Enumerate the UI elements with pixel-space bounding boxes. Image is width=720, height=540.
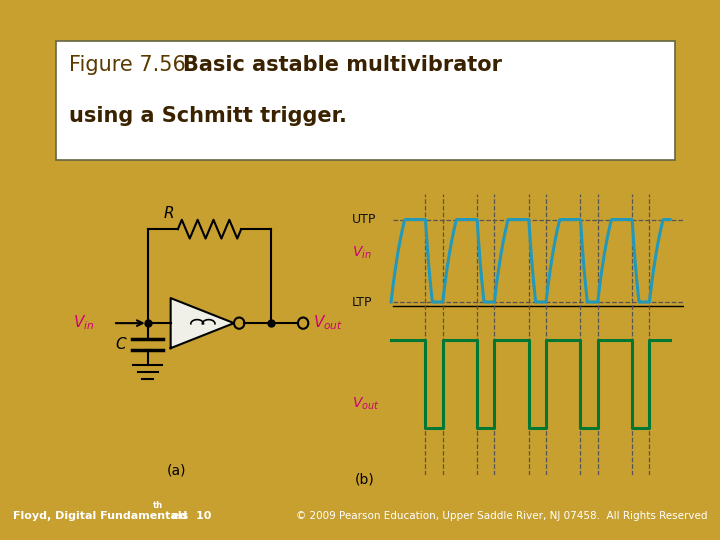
FancyBboxPatch shape xyxy=(56,42,675,160)
Text: UTP: UTP xyxy=(352,213,377,226)
Polygon shape xyxy=(171,298,234,348)
Text: Basic astable multivibrator: Basic astable multivibrator xyxy=(183,55,502,75)
Text: $V_{out}$: $V_{out}$ xyxy=(352,395,379,412)
Text: using a Schmitt trigger.: using a Schmitt trigger. xyxy=(69,106,347,126)
Text: ed: ed xyxy=(168,511,187,521)
Text: $V_{in}$: $V_{in}$ xyxy=(352,244,372,261)
Text: th: th xyxy=(153,501,163,510)
Text: © 2009 Pearson Education, Upper Saddle River, NJ 07458.  All Rights Reserved: © 2009 Pearson Education, Upper Saddle R… xyxy=(295,511,707,521)
Text: R: R xyxy=(164,206,174,221)
Text: Figure 7.56: Figure 7.56 xyxy=(69,55,206,75)
Text: Floyd, Digital Fundamentals  10: Floyd, Digital Fundamentals 10 xyxy=(13,511,212,521)
Text: LTP: LTP xyxy=(352,295,372,308)
Text: $V_{in}$: $V_{in}$ xyxy=(73,314,94,333)
Text: $V_{out}$: $V_{out}$ xyxy=(312,314,343,333)
Text: (a): (a) xyxy=(166,463,186,477)
Text: C: C xyxy=(115,337,126,352)
Text: (b): (b) xyxy=(355,472,374,487)
